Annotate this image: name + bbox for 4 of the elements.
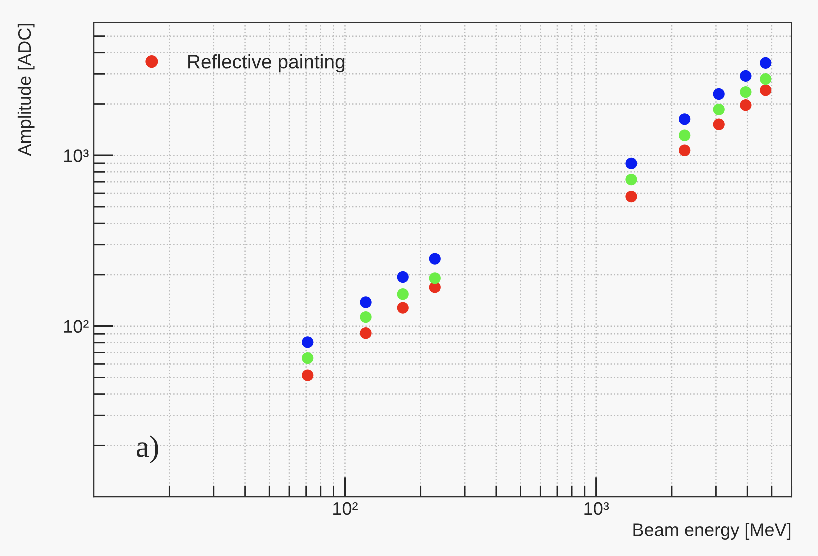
legend-label: Reflective painting: [188, 54, 345, 73]
y-axis-title: Amplitude [ADC]: [18, 24, 35, 156]
x-axis-title: Beam energy [MeV]: [634, 523, 791, 540]
annotation: a): [137, 436, 158, 464]
